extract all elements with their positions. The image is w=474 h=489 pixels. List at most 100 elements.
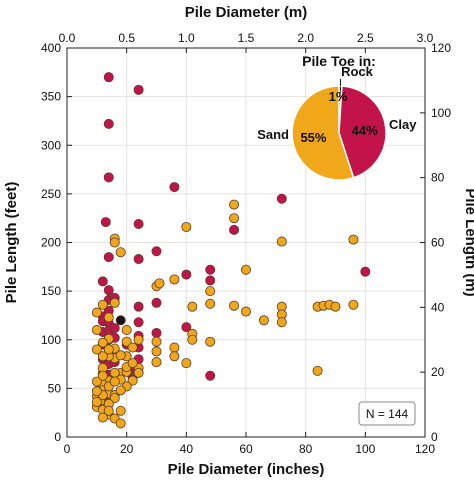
data-point-sand (276, 236, 287, 247)
y-axis-title: Pile Length (feet) (3, 182, 20, 304)
data-point-clay (205, 264, 216, 275)
data-point-sand (258, 315, 269, 326)
data-point-clay (97, 276, 108, 287)
data-point-sand (181, 221, 192, 232)
data-point-sand (133, 367, 144, 378)
data-point-sand (127, 375, 138, 386)
pie-percent-sand: 55% (300, 130, 326, 145)
axis-ticks: 0 20 40 60 80 100 1200501001502002503003504000… (41, 31, 451, 456)
sample-size-box: N = 144 (358, 401, 416, 426)
data-point-sand (169, 342, 180, 353)
data-point-clay (181, 269, 192, 280)
data-point-sand (121, 325, 132, 336)
data-point-clay (205, 275, 216, 286)
data-point-sand (312, 365, 323, 376)
pie-slice-clay (338, 85, 387, 179)
data-point-sand (103, 405, 114, 416)
y-tick-label: 300 (41, 138, 61, 152)
right-tick-label: 20 (431, 365, 445, 379)
data-point-clay (103, 285, 114, 296)
data-point-sand (91, 376, 102, 387)
data-point-clay (151, 297, 162, 308)
pie-title: Pile Toe in: (302, 53, 376, 69)
data-point-clay (229, 224, 240, 235)
data-point-sand (115, 350, 126, 361)
data-point-clay (181, 322, 192, 333)
data-point-sand (181, 358, 192, 369)
data-point-clay (109, 323, 120, 334)
data-point-sand (330, 301, 341, 312)
data-point-sand (127, 358, 138, 369)
data-point-sand (115, 385, 126, 396)
data-point-clay (103, 252, 114, 263)
y-tick-label: 400 (41, 41, 61, 55)
data-point-sand (229, 300, 240, 311)
data-point-sand (91, 386, 102, 397)
data-point-sand (276, 317, 287, 328)
pie-label-clay: Clay (389, 117, 417, 132)
top-tick-label: 1.5 (238, 31, 255, 45)
data-point-sand (91, 325, 102, 336)
data-point-sand (240, 264, 251, 275)
data-point-sand (115, 247, 126, 258)
sample-size-frame (358, 401, 416, 426)
pie-slice-sand (291, 85, 355, 181)
top-tick-label: 3.0 (417, 31, 434, 45)
x-tick-label: 100 (355, 442, 375, 456)
data-point-clay (103, 118, 114, 129)
y-tick-label: 100 (41, 333, 61, 347)
data-point-clay (151, 246, 162, 257)
right-tick-label: 0 (431, 430, 438, 444)
x-tick-label: 60 (239, 442, 253, 456)
data-point-clay (133, 317, 144, 328)
pie-inset: Pile Toe in: Rock 1% Clay 44% Sand 55% (257, 53, 417, 181)
data-point-sand (348, 234, 359, 245)
top-tick-label: 1.0 (178, 31, 195, 45)
pie-label-rock: Rock (341, 64, 374, 79)
data-point-sand (97, 351, 108, 362)
data-point-sand (151, 346, 162, 357)
data-point-sand (103, 312, 114, 323)
data-point-sand (109, 237, 120, 248)
top-tick-label: 0.0 (59, 31, 76, 45)
data-point-sand (133, 334, 144, 345)
pie-label-sand: Sand (257, 127, 289, 142)
data-point-sand (187, 334, 198, 345)
data-point-clay (151, 327, 162, 338)
data-point-sand (97, 337, 108, 348)
data-point-sand (205, 286, 216, 297)
data-point-clay (205, 370, 216, 381)
data-point-sand (154, 278, 165, 289)
x-tick-label: 20 (120, 442, 134, 456)
data-point-sand (229, 213, 240, 224)
data-point-sand (115, 418, 126, 429)
data-point-sand (169, 274, 180, 285)
data-point-sand (205, 336, 216, 347)
data-point-clay (100, 217, 111, 228)
data-point-sand (115, 405, 126, 416)
top-tick-label: 2.0 (297, 31, 314, 45)
data-point-clay (360, 266, 371, 277)
data-point-clay (103, 72, 114, 83)
data-point-sand (348, 299, 359, 310)
data-point-sand (103, 344, 114, 355)
top-tick-label: 2.5 (357, 31, 374, 45)
data-point-sand (187, 301, 198, 312)
data-point-sand (91, 396, 102, 407)
x-tick-label: 80 (299, 442, 313, 456)
data-point-clay (133, 219, 144, 230)
right-tick-label: 40 (431, 300, 445, 314)
data-point-clay (133, 254, 144, 265)
data-point-rock (115, 315, 126, 326)
data-point-sand (109, 393, 120, 404)
right-tick-label: 120 (431, 41, 451, 55)
data-point-sand (97, 370, 108, 381)
data-point-sand (151, 336, 162, 347)
data-point-sand (97, 299, 108, 310)
data-points (91, 72, 371, 429)
x-tick-label: 120 (415, 442, 435, 456)
data-point-clay (133, 84, 144, 95)
data-point-clay (276, 193, 287, 204)
